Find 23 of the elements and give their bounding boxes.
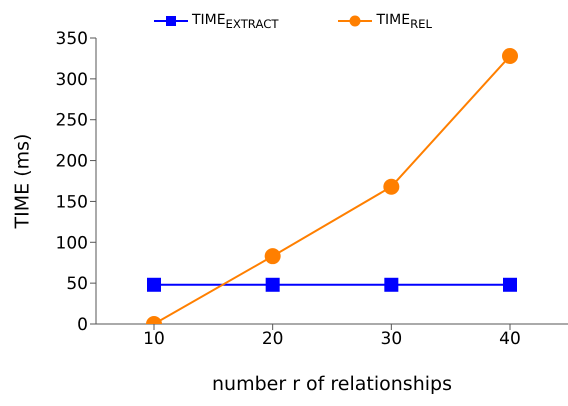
point [266, 278, 280, 292]
point [384, 278, 398, 292]
y-tick-label: 350 [56, 29, 88, 50]
legend-label: TIME$_{EXTRACT}$ [192, 12, 278, 31]
y-tick-label: 200 [56, 152, 88, 172]
point [502, 48, 518, 64]
point [503, 278, 517, 292]
point [147, 278, 161, 292]
y-tick-label: 100 [56, 233, 88, 254]
y-tick-label: 150 [56, 192, 88, 212]
y-tick-label: 300 [56, 70, 88, 90]
legend-label: TIME$_{REL}$ [376, 12, 432, 31]
y-tick-label: 50 [66, 274, 88, 294]
point [383, 178, 400, 195]
x-tick-label: 30 [380, 329, 402, 350]
x-tick-label: 40 [499, 329, 521, 350]
y-axis-title: TIME (ms) [12, 134, 34, 230]
x-tick-label: 20 [262, 329, 284, 350]
y-tick-label: 0 [77, 315, 88, 336]
x-tick-label: 10 [143, 329, 165, 350]
y-tick-label: 250 [56, 110, 88, 131]
x-axis-title: number r of relationships [212, 373, 452, 395]
point [264, 248, 281, 264]
